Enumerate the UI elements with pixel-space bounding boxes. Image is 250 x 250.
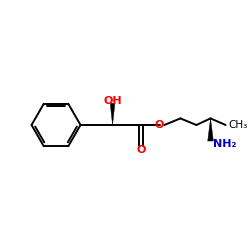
Text: NH₂: NH₂ [213,139,237,149]
Polygon shape [110,103,115,125]
Text: O: O [136,146,145,156]
Text: OH: OH [103,96,122,106]
Text: O: O [155,120,164,130]
Text: CH₃: CH₃ [228,120,248,130]
Polygon shape [208,118,213,141]
